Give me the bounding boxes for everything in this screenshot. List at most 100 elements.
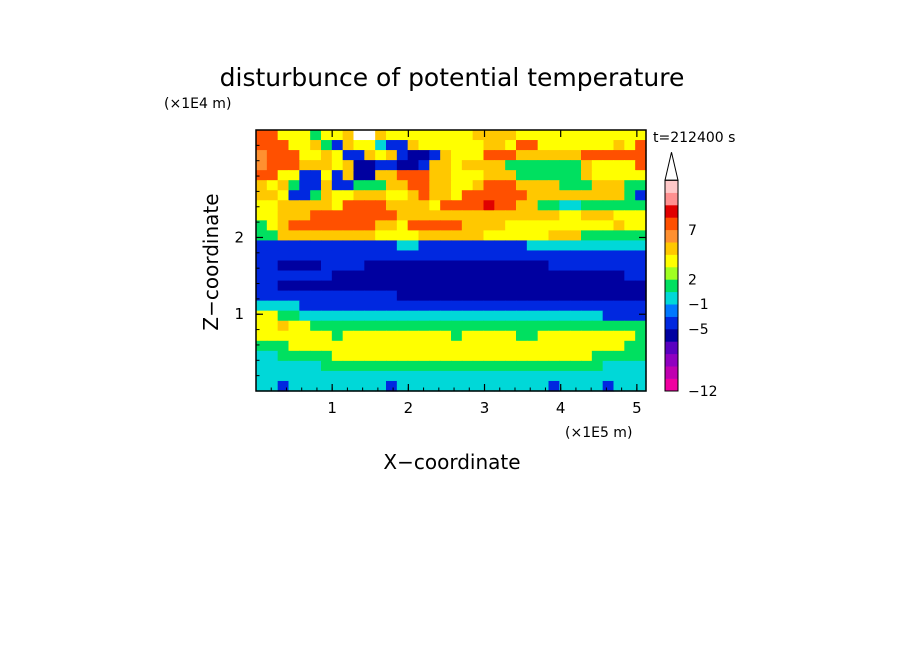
- field-cell: [461, 150, 474, 161]
- field-cell: [624, 360, 636, 372]
- field-cell: [331, 230, 344, 242]
- field-cell: [516, 180, 528, 191]
- field-cell: [418, 220, 430, 231]
- field-cell: [591, 330, 604, 342]
- field-cell: [559, 280, 571, 292]
- field-cell: [418, 290, 430, 302]
- field-cell: [624, 270, 636, 282]
- field-cell: [396, 320, 409, 332]
- field-cell: [429, 260, 441, 272]
- colorbar-swatch: [665, 316, 678, 330]
- field-cell: [559, 230, 571, 242]
- field-cell: [526, 310, 539, 322]
- field-cell: [342, 170, 355, 181]
- field-cell: [581, 270, 593, 282]
- field-cell: [635, 330, 647, 342]
- field-cell: [277, 260, 290, 272]
- field-cell: [602, 330, 615, 342]
- field-cell: [461, 360, 474, 372]
- field-cell: [353, 300, 365, 312]
- field-cell: [266, 320, 279, 332]
- field-cell: [364, 280, 376, 292]
- field-cell: [440, 380, 452, 392]
- field-cell: [310, 260, 322, 272]
- field-cell: [342, 270, 355, 282]
- field-cell: [537, 280, 550, 292]
- field-cell: [624, 370, 636, 382]
- field-cell: [429, 180, 441, 191]
- field-cell: [461, 290, 474, 302]
- field-cell: [537, 300, 550, 312]
- field-cell: [440, 240, 452, 252]
- field-cell: [299, 150, 311, 161]
- field-cell: [288, 250, 300, 262]
- field-cell: [407, 200, 420, 211]
- field-cell: [526, 240, 539, 252]
- field-cell: [461, 280, 474, 292]
- field-cell: [635, 320, 647, 332]
- field-cell: [321, 290, 333, 302]
- field-cell: [581, 200, 593, 211]
- field-cell: [364, 190, 376, 201]
- field-cell: [570, 270, 582, 282]
- field-cell: [461, 330, 474, 342]
- field-cell: [407, 260, 420, 272]
- field-cell: [494, 290, 506, 302]
- field-cell: [635, 310, 647, 322]
- field-cell: [548, 300, 560, 312]
- field-cell: [299, 130, 311, 141]
- field-cell: [570, 320, 582, 332]
- field-cell: [635, 150, 647, 161]
- field-cell: [451, 210, 463, 221]
- field-cell: [407, 150, 420, 161]
- field-cell: [331, 290, 344, 302]
- field-cell: [396, 150, 409, 161]
- field-cell: [461, 270, 474, 282]
- field-cell: [440, 150, 452, 161]
- colorbar-frame: [664, 179, 679, 392]
- field-cell: [526, 380, 539, 392]
- field-cell: [570, 350, 582, 362]
- field-cell: [505, 300, 517, 312]
- field-cell: [266, 240, 279, 252]
- field-cell: [321, 320, 333, 332]
- field-cell: [472, 320, 485, 332]
- field-cell: [548, 280, 560, 292]
- field-cell: [548, 160, 560, 171]
- field-cell: [461, 350, 474, 362]
- field-cell: [353, 270, 365, 282]
- field-cell: [581, 230, 593, 242]
- field-cell: [418, 300, 430, 312]
- field-cell: [321, 200, 333, 211]
- field-cell: [266, 180, 279, 191]
- field-cell: [526, 220, 539, 231]
- field-cell: [429, 280, 441, 292]
- field-cell: [321, 240, 333, 252]
- colorbar-swatch: [665, 267, 678, 280]
- x-axis-label: X−coordinate: [383, 450, 520, 474]
- field-cell: [299, 250, 311, 262]
- field-cell: [591, 190, 604, 201]
- field-cell: [321, 270, 333, 282]
- field-cell: [342, 310, 355, 322]
- field-cell: [266, 260, 279, 272]
- field-cell: [548, 150, 560, 161]
- field-cell: [256, 340, 268, 352]
- field-cell: [342, 190, 355, 201]
- field-cell: [548, 240, 560, 252]
- field-cell: [364, 320, 376, 332]
- field-cell: [472, 210, 485, 221]
- field-cell: [407, 130, 420, 141]
- field-cell: [505, 130, 517, 141]
- field-cell: [342, 210, 355, 221]
- field-cell: [277, 350, 290, 362]
- field-cell: [591, 320, 604, 332]
- field-cell: [451, 320, 463, 332]
- field-cell: [321, 140, 333, 151]
- field-cell: [310, 320, 322, 332]
- field-cell: [591, 230, 604, 242]
- field-cell: [375, 150, 387, 161]
- field-cell: [288, 210, 300, 221]
- field-cell: [396, 220, 409, 231]
- field-cell: [526, 290, 539, 302]
